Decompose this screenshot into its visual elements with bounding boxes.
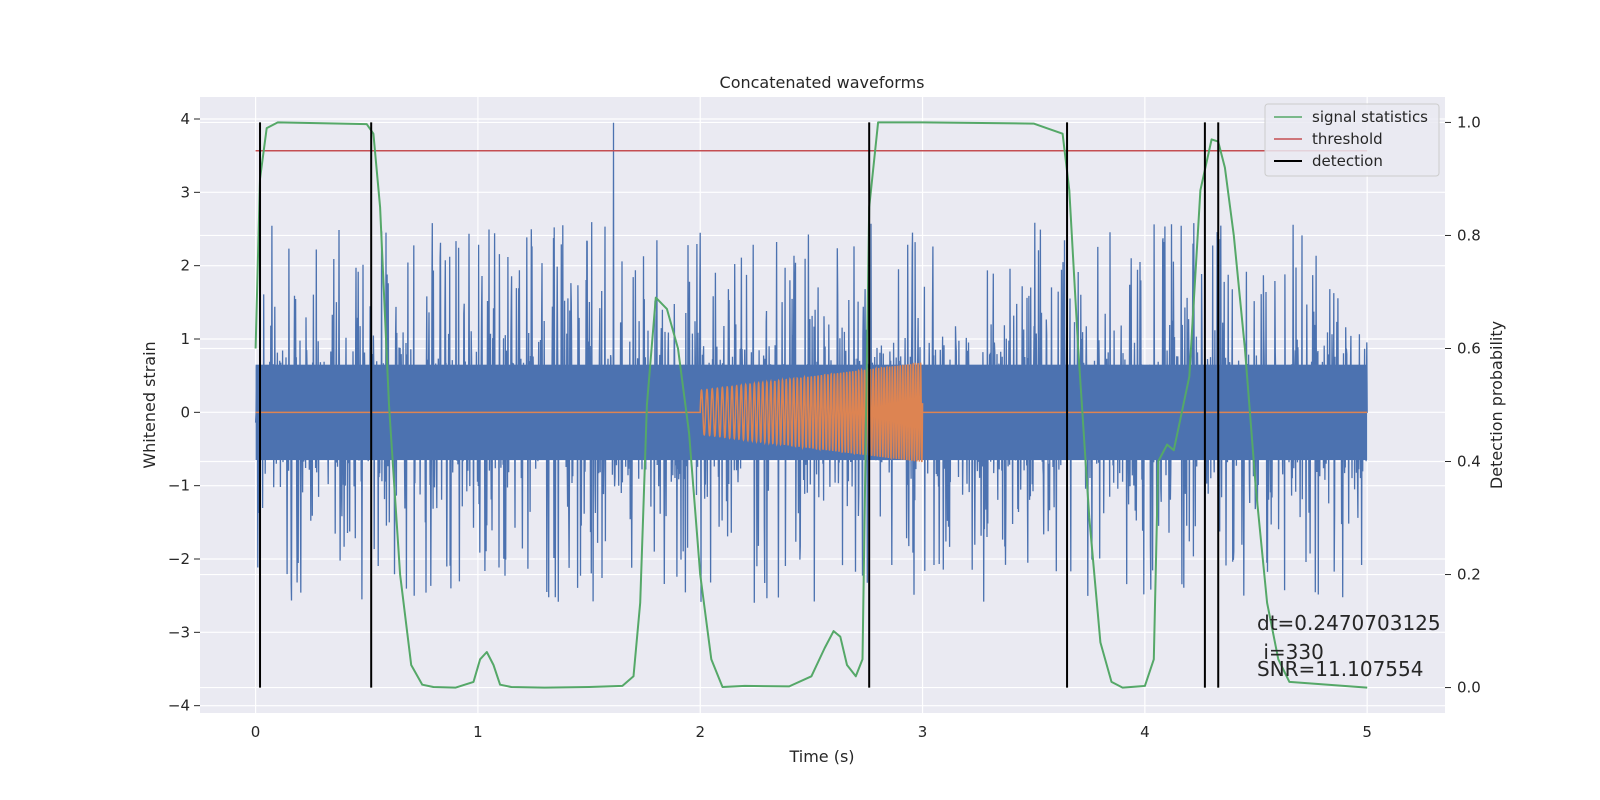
- y-tick-label: 0: [180, 403, 190, 421]
- x-tick-label: 2: [695, 723, 705, 741]
- legend-label-detection: detection: [1312, 152, 1383, 170]
- legend-label-threshold: threshold: [1312, 130, 1383, 148]
- injected-waveform-line: [255, 362, 1368, 463]
- annotation-snr: SNR=11.107554: [1257, 657, 1423, 681]
- signal-statistics-line: [254, 121, 1368, 689]
- right-y-tick-label: 0.2: [1457, 566, 1481, 584]
- right-y-tick-label: 0.6: [1457, 339, 1481, 357]
- y-tick-label: −1: [168, 477, 190, 495]
- x-axis-label: Time (s): [788, 747, 854, 766]
- y-tick-label: 2: [180, 257, 190, 275]
- legend: signal statistics threshold detection: [1264, 103, 1440, 177]
- legend-box: [1264, 103, 1440, 177]
- x-tick-label: 0: [251, 723, 261, 741]
- y-tick-label: 1: [180, 330, 190, 348]
- right-y-tick-label: 0.8: [1457, 226, 1481, 244]
- x-tick-label: 3: [918, 723, 928, 741]
- y-axis-label: Whitened strain: [140, 341, 159, 468]
- x-tick-label: 4: [1140, 723, 1150, 741]
- right-y-tick-label: 1.0: [1457, 113, 1481, 131]
- y-tick-labels: −4 −3 −2 −1 0 1 2 3 4: [168, 110, 200, 715]
- right-y-tick-label: 0.0: [1457, 679, 1481, 697]
- legend-label-signal-statistics: signal statistics: [1312, 108, 1428, 126]
- right-y-tick-labels: 0.0 0.2 0.4 0.6 0.8 1.0: [1445, 113, 1481, 697]
- x-tick-label: 1: [473, 723, 483, 741]
- right-y-axis-label: Detection probability: [1487, 321, 1506, 489]
- right-y-tick-label: 0.4: [1457, 453, 1481, 471]
- annotation-dt: dt=0.2470703125: [1257, 611, 1441, 635]
- chart-title: Concatenated waveforms: [720, 73, 925, 92]
- y-tick-label: 4: [180, 110, 190, 128]
- annotation-i: i=330: [1257, 640, 1324, 664]
- series-layer: [254, 121, 1368, 689]
- x-tick-labels: 0 1 2 3 4 5: [251, 723, 1372, 741]
- y-tick-label: −2: [168, 550, 190, 568]
- y-tick-label: −4: [168, 697, 190, 715]
- y-tick-label: −3: [168, 623, 190, 641]
- x-tick-label: 5: [1362, 723, 1372, 741]
- y-tick-label: 3: [180, 183, 190, 201]
